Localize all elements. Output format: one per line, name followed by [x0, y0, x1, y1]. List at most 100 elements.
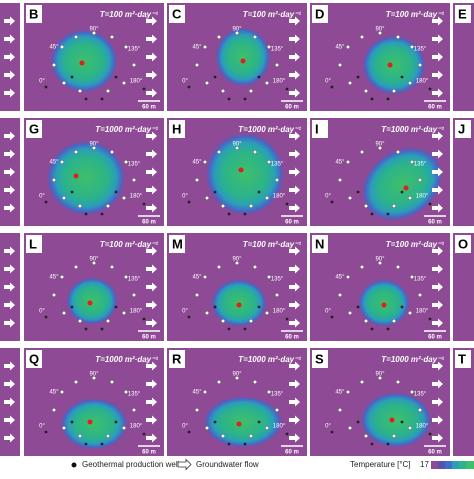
transmissivity-label: T=100 m²·day⁻¹ [100, 240, 159, 249]
monitoring-point [60, 275, 64, 279]
scale-label: 60 m [285, 105, 299, 111]
monitoring-point [78, 319, 82, 323]
panel-letter: E [458, 6, 467, 21]
angle-label: 90° [89, 372, 99, 378]
injection-well [237, 303, 242, 308]
monitoring-point [122, 196, 126, 200]
monitoring-point [122, 311, 126, 315]
angle-label: 0° [182, 309, 188, 315]
legend-flow: Groundwater flow [196, 460, 259, 469]
monitoring-point [52, 408, 56, 412]
monitoring-point [217, 35, 221, 39]
monitoring-point [221, 434, 225, 438]
scale-label: 60 m [428, 450, 442, 456]
angle-label: 0° [325, 309, 331, 315]
production-well [331, 316, 334, 319]
angle-label: 180° [416, 79, 429, 85]
monitoring-point [348, 81, 352, 85]
production-well [85, 443, 88, 446]
monitoring-point [132, 293, 136, 297]
monitoring-point [106, 89, 110, 93]
transmissivity-label: T=100 m²·day⁻¹ [100, 10, 159, 19]
monitoring-point [396, 380, 400, 384]
monitoring-point [62, 81, 66, 85]
production-well [371, 98, 374, 101]
production-well [286, 433, 289, 436]
angle-label: 45° [192, 160, 202, 166]
production-well [101, 443, 104, 446]
angle-label: 0° [39, 309, 45, 315]
monitoring-point [106, 434, 110, 438]
legend-temperature-min: 17 [420, 460, 429, 469]
production-well [85, 98, 88, 101]
production-well [387, 98, 390, 101]
panel-letter: N [315, 236, 324, 251]
production-well [188, 431, 191, 434]
production-well [429, 318, 432, 321]
monitoring-point [392, 89, 396, 93]
monitoring-point [195, 293, 199, 297]
monitoring-point [348, 196, 352, 200]
angle-label: 0° [182, 79, 188, 85]
angle-label: 45° [49, 45, 59, 51]
monitoring-point [74, 380, 78, 384]
production-well [286, 203, 289, 206]
angle-label: 0° [325, 424, 331, 430]
partial-panel: O [453, 233, 474, 341]
monitoring-point [408, 196, 412, 200]
monitoring-point [408, 311, 412, 315]
monitoring-point [106, 319, 110, 323]
monitoring-point [360, 380, 364, 384]
angle-label: 135° [414, 162, 427, 168]
colorbar [466, 461, 474, 469]
scale-label: 60 m [285, 335, 299, 341]
monitoring-point [396, 150, 400, 154]
monitoring-point [338, 63, 342, 67]
production-well [45, 316, 48, 319]
production-well [258, 421, 261, 424]
angle-label: 0° [39, 194, 45, 200]
transmissivity-label: T=1000 m²·day⁻¹ [95, 355, 158, 364]
colorbar [452, 461, 459, 469]
production-well [244, 328, 247, 331]
monitoring-point [52, 63, 56, 67]
production-well [401, 306, 404, 309]
partial-panel [0, 233, 20, 341]
transmissivity-label: T=100 m²·day⁻¹ [386, 10, 445, 19]
angle-label: 90° [232, 27, 242, 33]
monitoring-point [364, 319, 368, 323]
monitoring-point [74, 150, 78, 154]
monitoring-point [249, 204, 253, 208]
production-well [286, 318, 289, 321]
scale-label: 60 m [142, 105, 156, 111]
monitoring-point [110, 35, 114, 39]
monitoring-point [106, 204, 110, 208]
scale-label: 60 m [142, 335, 156, 341]
monitoring-point [60, 45, 64, 49]
injection-well [404, 186, 409, 191]
scale-label: 60 m [428, 335, 442, 341]
monitoring-point [203, 45, 207, 49]
transmissivity-label: T=1000 m²·day⁻¹ [381, 355, 444, 364]
monitoring-point [221, 319, 225, 323]
angle-label: 90° [89, 257, 99, 263]
injection-well [74, 174, 79, 179]
injection-well [88, 301, 93, 306]
monitoring-point [217, 265, 221, 269]
angle-label: 135° [414, 47, 427, 53]
monitoring-point [360, 150, 364, 154]
production-well [45, 86, 48, 89]
production-well [101, 98, 104, 101]
panel-letter: Q [29, 351, 39, 366]
angle-label: 135° [271, 162, 284, 168]
production-well [45, 201, 48, 204]
angle-label: 0° [325, 194, 331, 200]
monitoring-point [217, 150, 221, 154]
angle-label: 45° [335, 390, 345, 396]
angle-label: 90° [375, 257, 385, 263]
angle-label: 135° [128, 162, 141, 168]
production-well [214, 421, 217, 424]
monitoring-point [253, 380, 257, 384]
monitoring-point [392, 434, 396, 438]
